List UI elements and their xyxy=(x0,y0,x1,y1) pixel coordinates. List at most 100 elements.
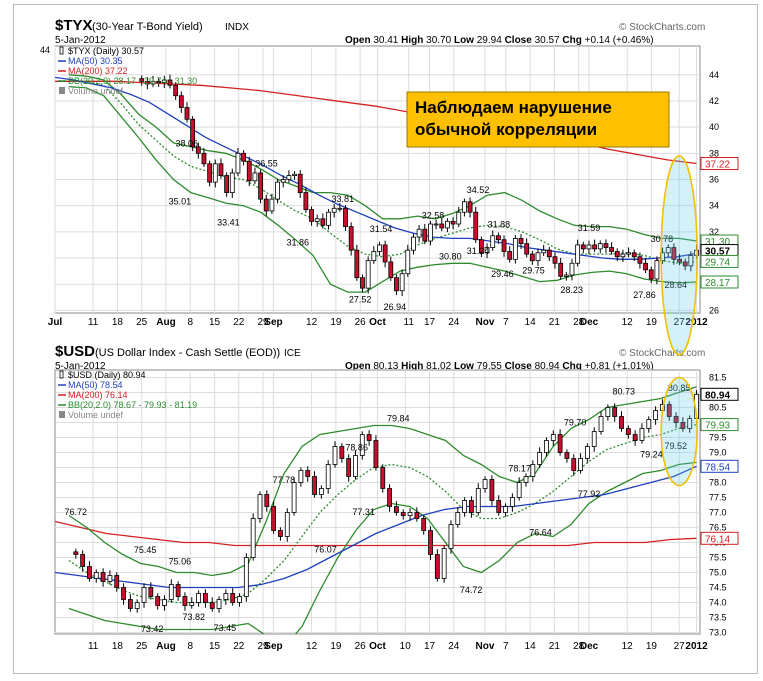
usd-pivot-label: 79.24 xyxy=(640,449,663,459)
tyx-quote: Open 30.41 High 30.70 Low 29.94 Close 30… xyxy=(345,35,654,46)
usd-ma200-line xyxy=(55,520,697,547)
tyx-x-tick-label: 12 xyxy=(622,317,634,328)
tyx-candle-body xyxy=(343,207,348,228)
usd-candle-body xyxy=(482,479,488,489)
tyx-candle xyxy=(558,257,564,280)
tyx-candle xyxy=(456,206,462,228)
tyx-candle xyxy=(637,252,643,269)
usd-candle xyxy=(366,430,372,446)
tyx-value-tag: 30.57 xyxy=(705,247,730,258)
tyx-candle xyxy=(178,91,184,113)
tyx-candle xyxy=(246,156,252,187)
usd-candle xyxy=(571,454,577,476)
tyx-candle xyxy=(665,244,671,258)
usd-close-label: Close xyxy=(505,361,533,372)
tyx-candle xyxy=(541,244,547,256)
usd-candle-body xyxy=(455,512,461,525)
usd-candle-body xyxy=(332,446,338,465)
usd-candle-body xyxy=(509,497,515,507)
usd-candle xyxy=(237,593,242,607)
tyx-candle-body xyxy=(507,251,513,260)
tyx-candle-body xyxy=(371,251,377,262)
usd-candle-body xyxy=(591,431,597,447)
tyx-candle xyxy=(331,204,337,218)
tyx-candle xyxy=(269,193,275,215)
usd-candle xyxy=(250,513,256,561)
tyx-candle xyxy=(495,232,501,244)
tyx-candle-body xyxy=(337,207,343,210)
usd-candle xyxy=(223,589,229,605)
tyx-candle-body xyxy=(626,252,631,255)
tyx-candle xyxy=(224,172,230,197)
tyx-candle xyxy=(382,240,388,268)
tyx-candle-body xyxy=(212,163,218,183)
tyx-legend-label: BB(20,2.0) 28.17 - 29.74 - 31.30 xyxy=(68,76,197,86)
tyx-candle xyxy=(377,241,382,256)
tyx-candle-body xyxy=(201,152,207,165)
tyx-x-tick-label: 25 xyxy=(136,317,148,328)
tyx-candle xyxy=(241,150,247,166)
tyx-candle xyxy=(445,218,450,233)
tyx-candle-body xyxy=(388,261,394,279)
tyx-name: (30-Year T-Bond Yield) xyxy=(92,21,203,33)
usd-candle-body xyxy=(284,512,290,537)
usd-candle xyxy=(591,427,597,452)
tyx-close: 30.57 xyxy=(535,35,560,46)
usd-candle-body xyxy=(373,440,379,468)
tyx-candle-body xyxy=(297,173,303,193)
usd-candle-body xyxy=(175,584,181,597)
usd-candle xyxy=(271,501,277,534)
tyx-close-label: Close xyxy=(505,35,533,46)
tyx-candle xyxy=(405,244,411,277)
usd-y-tick-label: 80.5 xyxy=(709,403,727,413)
usd-candle xyxy=(530,460,536,482)
tyx-candle xyxy=(235,147,241,177)
usd-value-tag-box xyxy=(700,387,739,401)
tyx-exchange: INDX xyxy=(225,22,249,33)
usd-candle-body xyxy=(80,554,86,567)
usd-candle xyxy=(168,579,174,603)
usd-x-tick-label: 12 xyxy=(622,641,634,652)
tyx-y-tick-label: 36 xyxy=(709,175,719,185)
usd-candle xyxy=(537,447,543,468)
tyx-x-tick-label: 29 xyxy=(258,317,270,328)
usd-legend-swatch xyxy=(59,411,65,418)
usd-candle-body xyxy=(366,434,372,441)
usd-candle xyxy=(162,595,167,611)
usd-candle xyxy=(482,476,488,493)
tyx-candle xyxy=(360,274,365,293)
usd-candle xyxy=(387,484,392,512)
usd-candle-body xyxy=(209,602,215,609)
tyx-candle-body xyxy=(309,209,314,222)
usd-x-tick-label: Dec xyxy=(580,641,599,652)
tyx-y-tick-label: 40 xyxy=(709,122,719,132)
tyx-x-tick-label: 15 xyxy=(209,317,221,328)
tyx-candle xyxy=(416,224,422,243)
usd-candle-body xyxy=(680,422,686,429)
tyx-candle xyxy=(546,246,552,261)
usd-candle-body xyxy=(271,506,277,531)
usd-candle xyxy=(469,496,474,518)
usd-candle-body xyxy=(523,476,529,483)
tyx-candle-body xyxy=(484,247,490,254)
usd-candle xyxy=(414,507,420,522)
tyx-candle-body xyxy=(190,118,196,148)
usd-highlight-ellipse xyxy=(660,376,698,487)
tyx-candle-body xyxy=(229,172,235,193)
tyx-candle xyxy=(184,102,190,123)
usd-candle-body xyxy=(291,482,297,513)
usd-x-tick-label: 10 xyxy=(400,641,412,652)
usd-quote: Open 80.13 High 81.02 Low 79.55 Close 80… xyxy=(345,361,654,372)
usd-x-tick-label: 21 xyxy=(549,641,561,652)
tyx-candle xyxy=(275,178,280,204)
usd-candle xyxy=(557,429,563,456)
usd-candle-body xyxy=(168,584,174,600)
usd-candle xyxy=(291,477,297,516)
tyx-candle xyxy=(139,75,145,86)
tyx-candle-body xyxy=(405,249,411,275)
usd-y-tick-label: 73.5 xyxy=(709,613,727,623)
tyx-series-group xyxy=(55,74,699,297)
